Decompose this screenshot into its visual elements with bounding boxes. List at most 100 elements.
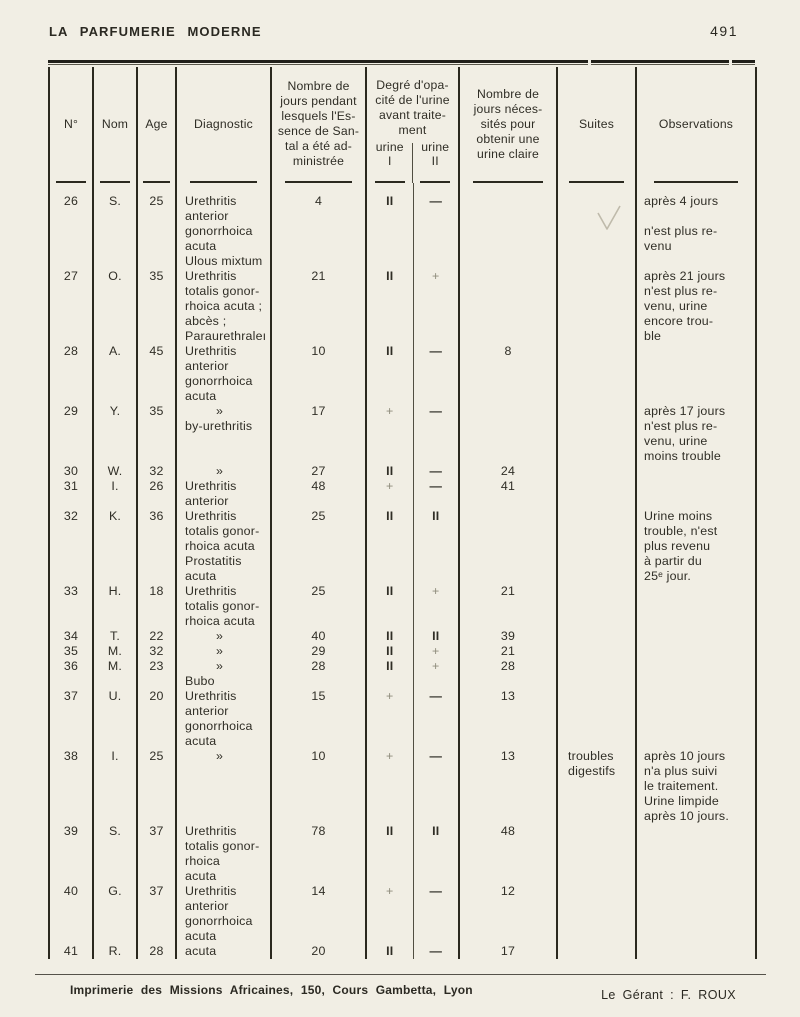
- cell-line: 4: [314, 194, 323, 208]
- cell-nom: O.: [93, 269, 138, 344]
- cell-diagnostic: Urethritis totalis gonor-rhoica acuta ; ab…: [176, 269, 272, 344]
- cell-line: —: [429, 884, 443, 898]
- cell-line: abcès ;: [185, 314, 227, 328]
- cell-line: le traitement.: [644, 779, 719, 793]
- cell-nom: M.: [93, 659, 138, 689]
- journal-title: LA PARFUMERIE MODERNE: [49, 24, 262, 39]
- cell-line: +: [432, 584, 440, 598]
- cell-line: II: [386, 644, 394, 658]
- cell-line: +: [432, 269, 440, 283]
- cell-line: 28: [500, 659, 516, 673]
- cell-observations: [636, 479, 757, 509]
- cell-line: [460, 269, 556, 284]
- cell-line: 17: [500, 944, 516, 958]
- cell-jours-administres: 25: [271, 584, 367, 629]
- cell-jours-administres: 28: [271, 659, 367, 689]
- cell-line: Urethritis: [185, 344, 237, 358]
- cell-diagnostic: »: [176, 644, 272, 659]
- cell-observations: [636, 644, 757, 659]
- table-row: 29 Y. 35 » by-urethritis 17 + — après 17 jours n…: [48, 404, 757, 464]
- header-dash: [285, 181, 352, 183]
- cell-line: 32: [149, 644, 164, 658]
- cell-jours-claire: 39: [459, 629, 558, 644]
- cell-line: 25: [311, 509, 326, 523]
- cell-suites: [557, 464, 637, 479]
- cell-line: gonorrhoica: [185, 914, 253, 928]
- footer-gerant: Le Gérant : F. ROUX: [601, 988, 736, 1002]
- cell-urine-1: II: [366, 509, 414, 584]
- cell-line: Urethritis: [185, 689, 237, 703]
- cell-suites: [557, 644, 637, 659]
- cell-urine-2: —: [413, 749, 460, 824]
- cell-urine-1: +: [366, 404, 414, 464]
- cell-urine-2: II: [413, 509, 460, 584]
- cell-line: 20: [149, 689, 164, 703]
- cell-line: II: [386, 584, 394, 598]
- cell-line: Urethritis: [185, 479, 237, 493]
- cell-nom: W.: [93, 464, 138, 479]
- footer-imprint: Imprimerie des Missions Africaines, 150,…: [70, 983, 473, 997]
- cell-urine-2: II: [413, 629, 460, 644]
- header-dash: [374, 181, 405, 183]
- cell-observations: [636, 689, 757, 749]
- cell-observations: [636, 629, 757, 644]
- cell-line: Urethritis: [185, 194, 237, 208]
- header-dash: [473, 181, 543, 183]
- cell-line: 21: [500, 584, 516, 598]
- cell-suites: [557, 659, 637, 689]
- cell-line: G.: [108, 884, 122, 898]
- cell-age: 37: [137, 824, 177, 884]
- table-row: 40 G. 37 Urethritis anterior gonorrhoica acuta…: [48, 884, 757, 944]
- cell-diagnostic: »: [176, 629, 272, 644]
- cell-urine-2: —: [413, 689, 460, 749]
- cell-jours-claire: 13: [459, 689, 558, 749]
- table-body: 26 S. 25 Urethritis anterior gonorrhoica acuta…: [48, 183, 757, 959]
- cell-line: 29: [311, 644, 326, 658]
- cell-nom: M.: [93, 644, 138, 659]
- cell-no: 38: [48, 749, 94, 824]
- cell-line: 36: [63, 659, 79, 673]
- cell-nom: K.: [93, 509, 138, 584]
- cell-line: [460, 194, 556, 209]
- cell-line: Urine moins: [644, 509, 713, 523]
- cell-age: 35: [137, 404, 177, 464]
- cell-jours-claire: 41: [459, 479, 558, 509]
- cell-line: —: [429, 344, 443, 358]
- cell-suites: [557, 884, 637, 944]
- cell-jours-administres: 4: [271, 183, 367, 269]
- cell-no: 39: [48, 824, 94, 884]
- cell-line: W.: [107, 464, 123, 478]
- cell-no: 40: [48, 884, 94, 944]
- cell-line: 33: [63, 584, 79, 598]
- cell-urine-2: —: [413, 944, 460, 959]
- cell-line: acuta: [185, 944, 217, 958]
- col-header-degre-opacite: Degré d'opa- cité de l'urine avant trait…: [366, 67, 460, 183]
- cell-line: 36: [149, 509, 164, 523]
- cell-age: 32: [137, 464, 177, 479]
- cell-line: 28: [149, 944, 164, 958]
- cell-suites: [557, 689, 637, 749]
- cell-jours-administres: 10: [271, 749, 367, 824]
- cell-line: —: [429, 194, 443, 208]
- cell-no: 29: [48, 404, 94, 464]
- cell-urine-1: II: [366, 183, 414, 269]
- cell-nom: H.: [93, 584, 138, 629]
- cell-nom: I.: [93, 479, 138, 509]
- table-row: 35 M. 32 » 29 II +21: [48, 644, 757, 659]
- cell-jours-administres: 27: [271, 464, 367, 479]
- cell-jours-claire: 24: [459, 464, 558, 479]
- cell-line: acuta: [185, 389, 217, 403]
- table-row: 38 I. 25» 10 + —13 troubles digestifs après 10 j…: [48, 749, 757, 824]
- cell-urine-2: —: [413, 464, 460, 479]
- table-row: 30 W. 32 » 27 II — 24: [48, 464, 757, 479]
- cell-line: totalis gonor-: [185, 839, 260, 853]
- cell-jours-administres: 25: [271, 509, 367, 584]
- cell-jours-claire: 28: [459, 659, 558, 689]
- cell-no: 33: [48, 584, 94, 629]
- cell-suites: [557, 404, 637, 464]
- cell-line: 35: [149, 269, 164, 283]
- cell-urine-2: II: [413, 824, 460, 884]
- cell-line: +: [432, 644, 440, 658]
- cell-urine-2: +: [413, 644, 460, 659]
- cell-line: 25: [311, 584, 326, 598]
